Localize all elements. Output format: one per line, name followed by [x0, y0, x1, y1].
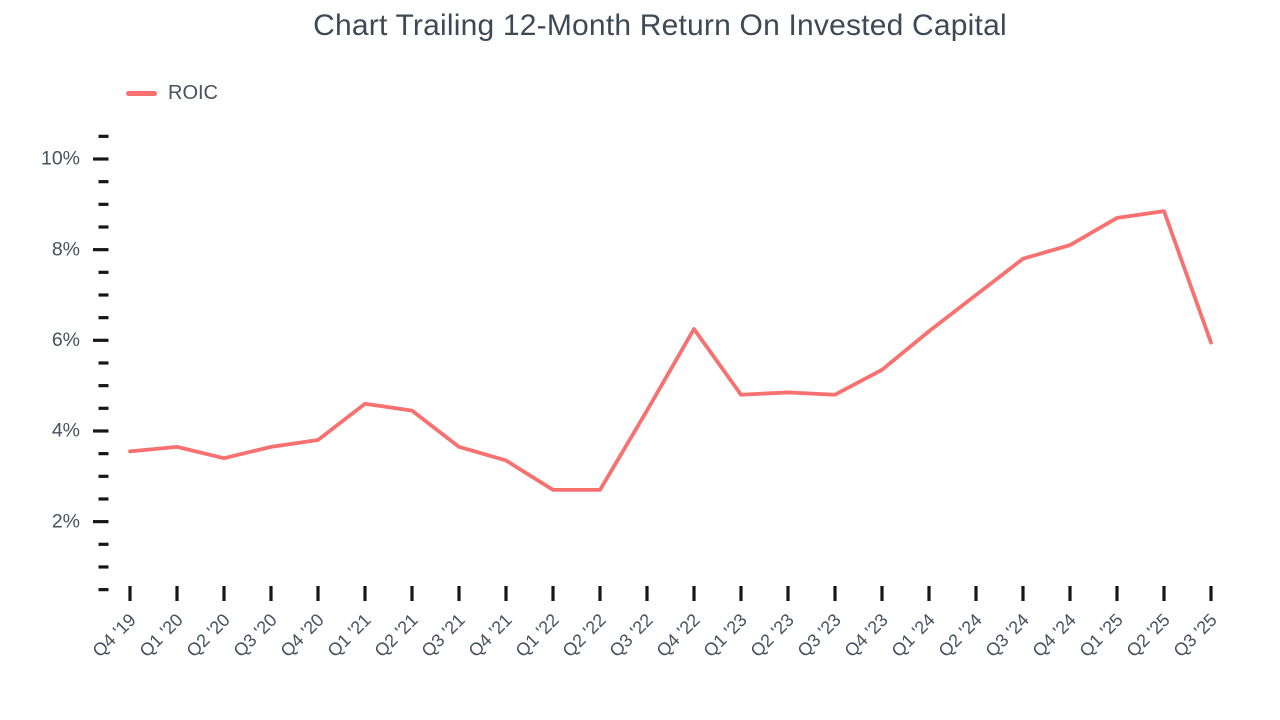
x-axis-label: Q1 '24	[888, 610, 939, 661]
x-axis-label: Q2 '24	[935, 610, 986, 661]
x-axis-label: Q3 '21	[418, 610, 469, 661]
x-axis-label: Q3 '23	[794, 610, 845, 661]
x-axis-label: Q3 '22	[606, 610, 657, 661]
y-axis-label: 10%	[41, 148, 80, 170]
x-axis-label: Q3 '20	[230, 610, 281, 661]
x-axis-label: Q2 '22	[559, 610, 610, 661]
x-axis-label: Q4 '19	[89, 610, 140, 661]
legend-line-swatch	[126, 91, 157, 96]
roic-line	[128, 209, 1213, 492]
y-axis-label: 8%	[52, 238, 80, 260]
x-axis-label: Q4 '23	[841, 610, 892, 661]
x-axis-label: Q4 '22	[653, 610, 704, 661]
y-axis-label: 6%	[52, 329, 80, 351]
x-axis-label: Q1 '22	[512, 610, 563, 661]
legend-label: ROIC	[168, 82, 218, 104]
x-axis-label: Q1 '21	[324, 610, 375, 661]
x-axis-label: Q2 '25	[1123, 610, 1174, 661]
y-axis-label: 4%	[52, 420, 80, 442]
legend: ROIC	[126, 82, 218, 105]
chart-title: Chart Trailing 12-Month Return On Invest…	[313, 9, 1007, 42]
x-axis-label: Q4 '21	[465, 610, 516, 661]
y-axis-label: 2%	[52, 510, 80, 532]
x-axis-label: Q1 '25	[1076, 610, 1127, 661]
x-axis-label: Q1 '20	[136, 610, 187, 661]
x-axis-label: Q4 '20	[277, 610, 328, 661]
x-axis-label: Q2 '20	[183, 610, 234, 661]
x-axis-label: Q2 '21	[371, 610, 422, 661]
x-axis-label: Q3 '24	[982, 610, 1033, 661]
x-axis-label: Q1 '23	[700, 610, 751, 661]
x-axis-label: Q4 '24	[1029, 610, 1080, 661]
x-axis-label: Q3 '25	[1170, 610, 1221, 661]
x-axis-label: Q2 '23	[747, 610, 798, 661]
